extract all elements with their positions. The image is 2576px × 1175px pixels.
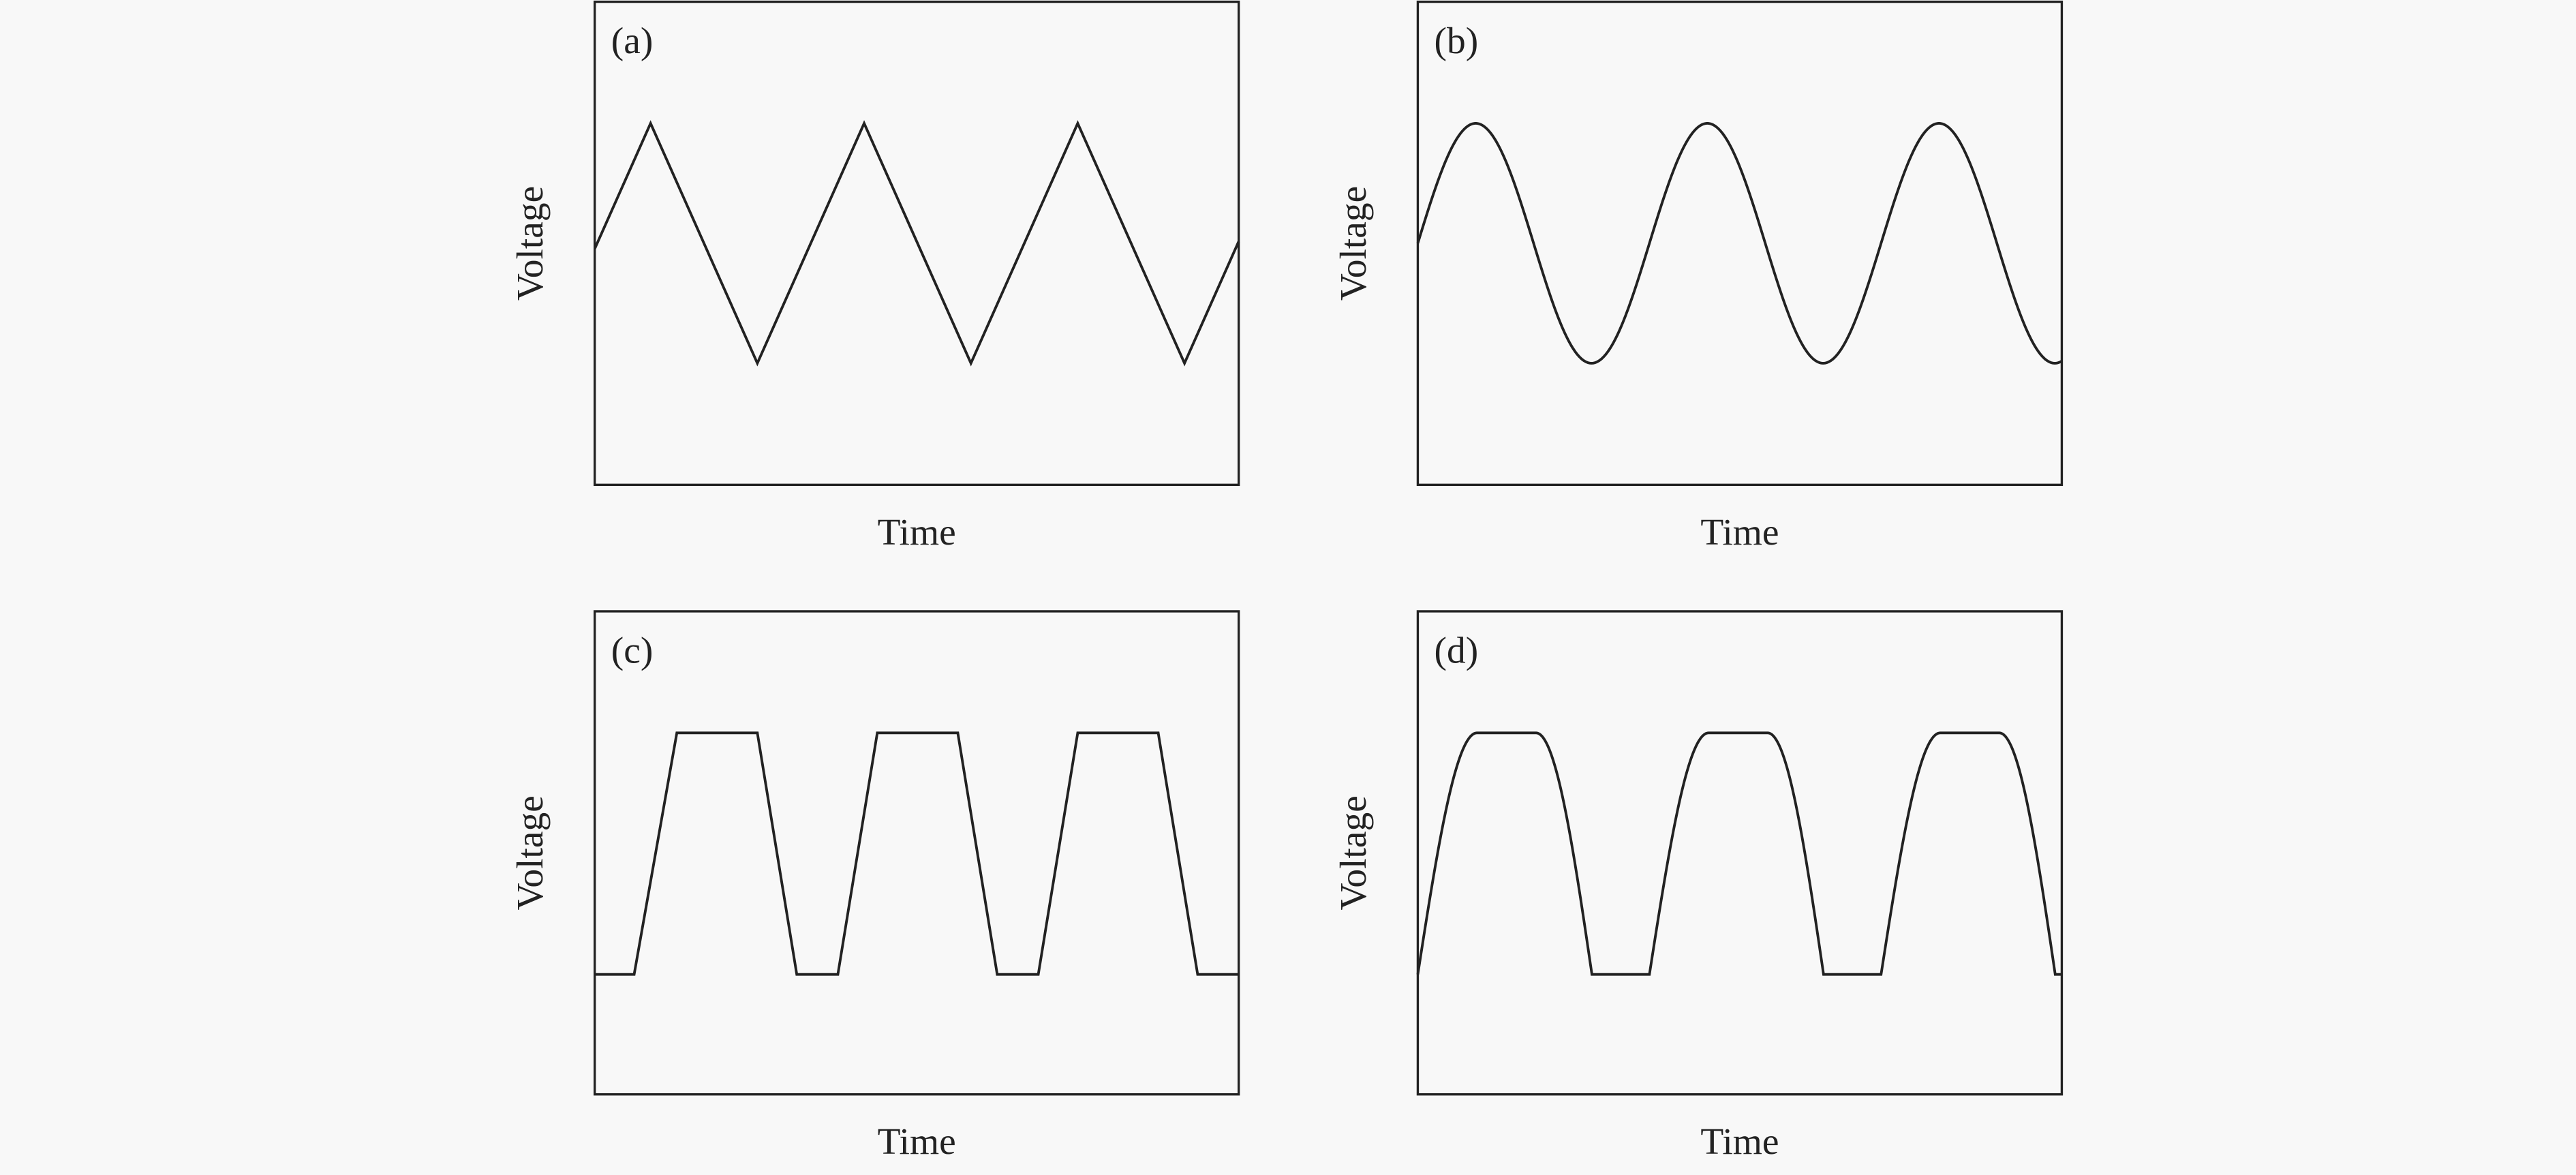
plot-frame bbox=[593, 610, 1240, 1096]
panel: (a) Voltage Time bbox=[509, 0, 1240, 553]
y-axis-label: Voltage bbox=[1332, 795, 1374, 910]
panel-label: (d) bbox=[1435, 629, 1479, 671]
plot-frame bbox=[1416, 0, 2064, 487]
x-axis-label: Time bbox=[878, 511, 956, 553]
panel: (b) Voltage Time bbox=[1332, 0, 2064, 553]
waveform bbox=[1416, 122, 2063, 365]
waveform bbox=[1416, 731, 2062, 976]
panel-label: (b) bbox=[1435, 20, 1479, 61]
waveform bbox=[594, 731, 1239, 976]
y-axis-label: Voltage bbox=[509, 186, 551, 301]
x-axis-label: Time bbox=[878, 1120, 956, 1162]
x-axis-label: Time bbox=[1700, 511, 1779, 553]
panel-label: (c) bbox=[611, 629, 654, 671]
panel: (d) Voltage Time bbox=[1332, 610, 2064, 1162]
waveform bbox=[593, 120, 1240, 367]
y-axis-label: Voltage bbox=[509, 795, 551, 910]
x-axis-label: Time bbox=[1700, 1120, 1779, 1162]
panel-label: (a) bbox=[611, 20, 654, 61]
y-axis-label: Voltage bbox=[1332, 186, 1374, 301]
plot-frame bbox=[1416, 610, 2064, 1096]
panel: (c) Voltage Time bbox=[509, 610, 1240, 1162]
